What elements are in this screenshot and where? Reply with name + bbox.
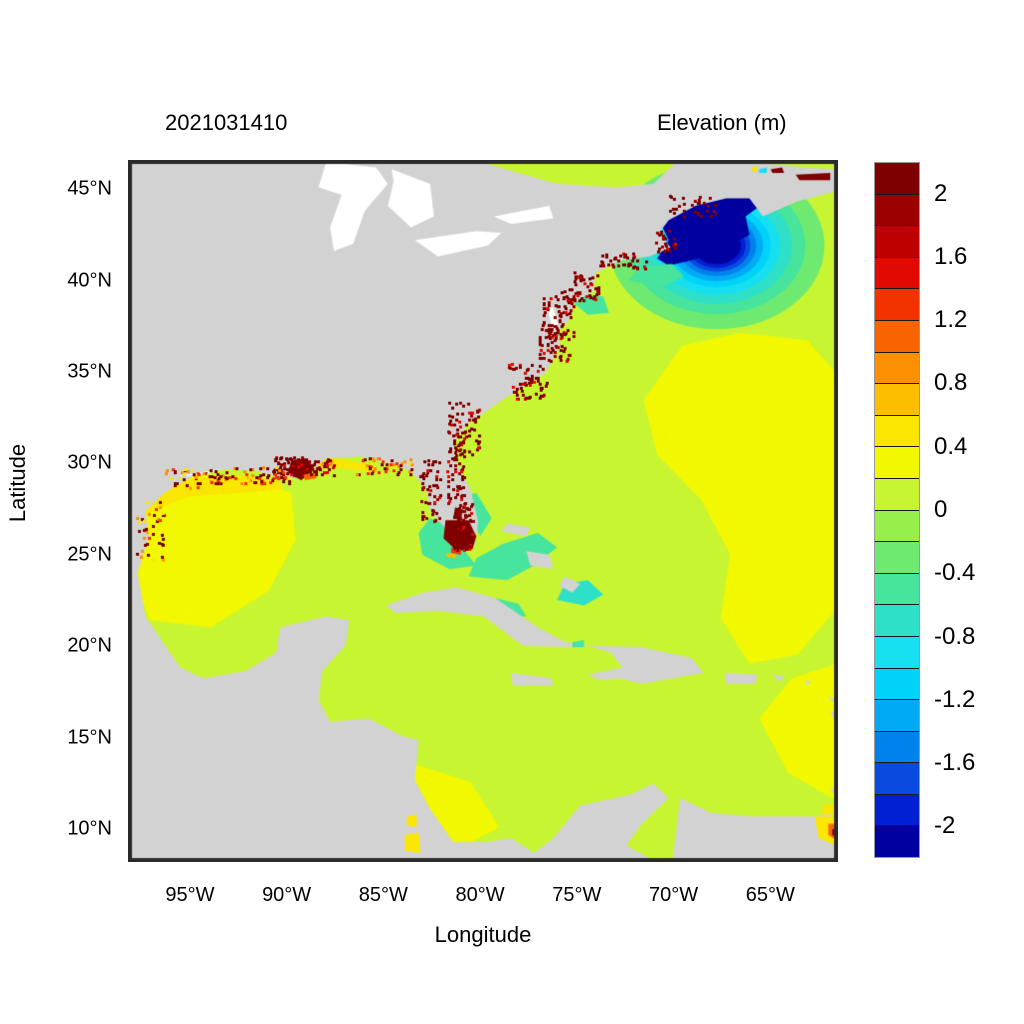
colorbar-band [875, 163, 919, 195]
colorbar-tick-labels: 2 1.6 1.2 0.8 0.4 0 -0.4 -0.8 -1.2 -1.6 -2 [926, 162, 1022, 858]
y-axis-label: Latitude [5, 443, 30, 523]
x-tick-label: 70°W [648, 884, 699, 906]
colorbar-band [875, 700, 919, 732]
x-tick-label: 90°W [262, 884, 312, 906]
longitude-tick-labels: 95°W 90°W 85°W 80°W 75°W 70°W 65°W [128, 884, 838, 924]
colorbar-band [875, 605, 919, 637]
colorbar-tick-label: 1.2 [934, 306, 968, 334]
colorbar-title: Elevation (m) [657, 110, 787, 135]
colorbar-tick-label: 0 [934, 496, 948, 523]
colorbar-tick-label: -0.8 [934, 622, 976, 650]
colorbar-tick-label: 2 [934, 179, 948, 207]
colorbar-tick-label: -1.2 [934, 685, 976, 713]
colorbar-band [875, 826, 919, 858]
x-axis-label: Longitude [434, 922, 532, 947]
colorbar-band [875, 731, 919, 764]
y-tick-label: 30°N [67, 451, 112, 474]
y-tick-label: 10°N [67, 817, 112, 840]
latitude-tick-labels: 45°N 40°N 35°N 30°N 25°N 20°N 15°N 10°N [0, 160, 112, 862]
colorbar-band [875, 352, 919, 385]
colorbar-band [875, 384, 919, 416]
colorbar-band [875, 320, 919, 353]
colorbar-band [875, 510, 919, 543]
y-tick-label: 20°N [67, 634, 112, 657]
colorbar-band [875, 636, 919, 669]
colorbar-band [875, 794, 919, 827]
y-tick-label: 45°N [67, 177, 112, 200]
colorbar-band [875, 763, 919, 795]
colorbar-tick-label: 0.4 [934, 432, 968, 460]
colorbar-band [875, 542, 919, 574]
colorbar-band [875, 226, 919, 258]
colorbar-band [875, 668, 919, 701]
x-tick-label: 85°W [358, 884, 408, 906]
y-tick-label: 15°N [67, 726, 112, 749]
colorbar-tick-label: 1.6 [934, 242, 968, 270]
y-tick-label: 25°N [67, 543, 112, 566]
x-tick-label: 65°W [745, 884, 795, 906]
colorbar-band [875, 478, 919, 511]
colorbar-tick-label: -1.6 [934, 749, 976, 777]
colorbar-band [875, 194, 919, 227]
colorbar-band [875, 257, 919, 290]
elevation-heatmap-canvas [130, 162, 836, 860]
x-tick-label: 80°W [455, 884, 505, 906]
colorbar-band [875, 415, 919, 448]
colorbar-band [875, 447, 919, 479]
x-tick-label: 95°W [165, 884, 215, 906]
y-tick-label: 40°N [67, 269, 112, 292]
elevation-colorbar [874, 162, 920, 858]
colorbar-band [875, 289, 919, 321]
colorbar-tick-label: 0.8 [934, 369, 968, 397]
colorbar-tick-label: -2 [934, 812, 956, 840]
colorbar-tick-label: -0.4 [934, 559, 976, 587]
colorbar-band [875, 573, 919, 606]
map-plot-area [128, 160, 838, 862]
date-title: 2021031410 [165, 110, 288, 135]
x-tick-label: 75°W [552, 884, 602, 906]
y-tick-label: 35°N [67, 360, 112, 383]
